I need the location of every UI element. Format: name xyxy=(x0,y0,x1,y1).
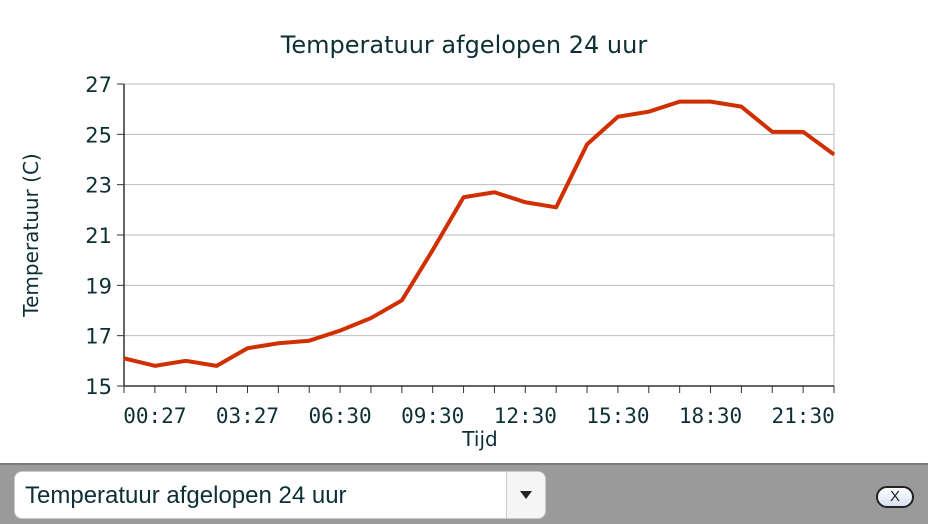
data-point xyxy=(308,340,310,342)
data-point xyxy=(679,101,681,103)
data-point xyxy=(277,342,279,344)
y-axis-label: Temperatuur (C) xyxy=(19,153,43,317)
x-tick-label: 06:30 xyxy=(308,404,371,428)
x-tick-label: 21:30 xyxy=(772,404,835,428)
x-tick-label: 03:27 xyxy=(216,404,279,428)
y-tick-label: 17 xyxy=(85,325,112,349)
x-tick-label: 09:30 xyxy=(401,404,464,428)
x-tick-label: 15:30 xyxy=(586,404,649,428)
data-point xyxy=(154,365,156,367)
chevron-down-icon[interactable] xyxy=(506,472,545,518)
data-point xyxy=(586,143,588,145)
x-tick-label: 00:27 xyxy=(123,404,186,428)
x-tick-label: 12:30 xyxy=(494,404,557,428)
data-point xyxy=(555,206,557,208)
data-point xyxy=(216,365,218,367)
chart-select-dropdown[interactable]: Temperatuur afgelopen 24 uur xyxy=(14,471,546,519)
data-point xyxy=(710,101,712,103)
line-chart: Temperatuur afgelopen 24 uur Temperatuur… xyxy=(19,31,836,451)
data-point xyxy=(246,347,248,349)
y-tick-label: 25 xyxy=(85,123,112,147)
y-tick-label: 15 xyxy=(85,375,112,399)
chart-title: Temperatuur afgelopen 24 uur xyxy=(280,31,648,59)
data-point xyxy=(617,116,619,118)
x-tick-label: 18:30 xyxy=(679,404,742,428)
data-point xyxy=(463,196,465,198)
y-tick-label: 27 xyxy=(85,73,112,97)
close-button[interactable]: X xyxy=(876,486,914,508)
data-point xyxy=(802,131,804,133)
y-tick-label: 19 xyxy=(85,274,112,298)
data-point xyxy=(432,249,434,251)
y-tick-label: 21 xyxy=(85,224,112,248)
data-point xyxy=(524,201,526,203)
data-point xyxy=(123,357,125,359)
data-point xyxy=(833,153,835,155)
y-tick-label: 23 xyxy=(85,174,112,198)
data-point xyxy=(339,330,341,332)
data-point xyxy=(401,299,403,301)
bottom-toolbar: Temperatuur afgelopen 24 uur X xyxy=(0,463,928,524)
data-point xyxy=(185,360,187,362)
select-value: Temperatuur afgelopen 24 uur xyxy=(25,482,347,509)
data-point xyxy=(370,317,372,319)
data-point xyxy=(771,131,773,133)
data-point xyxy=(740,106,742,108)
x-axis-label: Tijd xyxy=(461,427,497,451)
temperature-line xyxy=(123,99,836,368)
data-point xyxy=(493,191,495,193)
data-point xyxy=(648,111,650,113)
